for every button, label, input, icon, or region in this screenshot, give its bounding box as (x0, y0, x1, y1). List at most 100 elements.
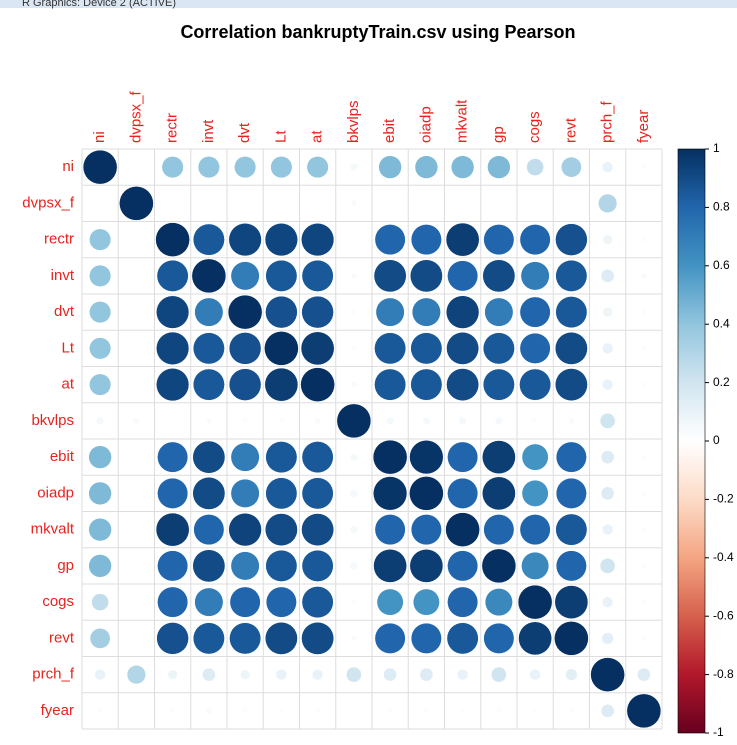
correlation-circle (243, 201, 248, 206)
correlation-circle (482, 332, 515, 365)
correlation-circle (568, 708, 575, 714)
correlation-circle (192, 223, 225, 256)
correlation-circle (450, 155, 475, 179)
column-label: at (309, 130, 326, 143)
column-label: revt (562, 117, 579, 143)
correlation-circle (372, 439, 408, 475)
correlation-circle (555, 513, 588, 546)
correlation-circle (314, 708, 321, 714)
correlation-circle (278, 418, 285, 424)
correlation-circle (373, 549, 407, 583)
row-label: mkvalt (31, 521, 75, 538)
correlation-circle (555, 441, 587, 473)
correlation-circle (419, 667, 434, 682)
correlation-circle (483, 622, 515, 654)
correlation-circle (97, 708, 103, 714)
correlation-circle (409, 476, 444, 511)
correlation-circle (568, 417, 575, 425)
correlation-circle (386, 416, 395, 425)
correlation-circle (410, 368, 443, 401)
correlation-circle (229, 586, 261, 618)
correlation-circle (484, 297, 514, 327)
correlation-circle (240, 669, 251, 680)
correlation-circle (484, 588, 513, 617)
correlation-circle (230, 478, 260, 508)
correlation-circle (265, 295, 298, 329)
column-label: invt (200, 119, 217, 143)
correlation-circle (156, 622, 189, 655)
correlation-circle (599, 413, 616, 429)
colorbar-tick-label: -0.2 (713, 492, 734, 506)
correlation-circle (422, 416, 431, 425)
correlation-circle (96, 416, 105, 425)
correlation-circle (315, 201, 320, 206)
window-title: R Graphics: Device 2 (ACTIVE) (22, 0, 176, 9)
correlation-circle (641, 418, 646, 423)
correlation-circle (481, 548, 517, 584)
correlation-circle (264, 223, 298, 257)
correlation-circle (482, 440, 516, 474)
correlation-circle (349, 453, 358, 462)
correlation-circle (351, 237, 356, 242)
correlation-circle (533, 201, 538, 206)
correlation-circle (300, 367, 335, 402)
correlation-circle (229, 622, 262, 655)
correlation-circle (89, 337, 112, 360)
correlation-circle (306, 156, 329, 179)
correlation-circle (446, 622, 479, 655)
row-label: ni (62, 158, 74, 175)
correlation-circle (601, 632, 614, 645)
correlation-circle (169, 708, 176, 714)
correlation-circle (446, 368, 480, 402)
correlation-circle (519, 368, 552, 401)
correlation-circle (601, 596, 614, 608)
correlation-circle (88, 445, 112, 469)
correlation-circle (192, 440, 226, 474)
correlation-circle (601, 161, 614, 173)
correlation-circle (374, 622, 406, 654)
correlation-circle (350, 272, 358, 280)
correlation-circle (265, 477, 298, 510)
correlation-circle (555, 223, 588, 256)
correlation-circle (134, 346, 139, 351)
correlation-circle (383, 667, 397, 682)
correlation-circle (228, 512, 262, 547)
window-titlebar (0, 0, 737, 8)
correlation-circle (376, 588, 404, 616)
correlation-circle (482, 259, 516, 293)
correlation-circle (561, 156, 582, 178)
correlation-circle (351, 309, 357, 315)
correlation-circle (641, 563, 647, 569)
correlation-circle (126, 665, 146, 685)
correlation-circle (641, 236, 647, 243)
correlation-circle (409, 440, 444, 475)
correlation-circle (519, 224, 551, 256)
correlation-circle (301, 586, 334, 619)
correlation-circle (641, 526, 647, 533)
row-label: oiadp (37, 484, 74, 501)
correlation-circle (554, 331, 588, 365)
correlation-circle (156, 368, 190, 402)
correlation-circle (167, 669, 178, 680)
correlation-circle (192, 622, 225, 655)
colorbar-tick-label: -0.8 (713, 667, 734, 681)
row-label: dvpsx_f (22, 194, 75, 211)
correlation-circle (88, 517, 112, 542)
colorbar-tick-label: 0.8 (713, 200, 730, 214)
colorbar-tick-label: 1 (713, 141, 720, 155)
correlation-circle (458, 416, 467, 425)
correlation-circle (197, 156, 220, 179)
correlation-circle (423, 708, 430, 714)
correlation-circle (518, 621, 552, 656)
correlation-circle (600, 704, 615, 718)
column-label: Lt (272, 130, 289, 143)
correlation-circle (529, 668, 541, 681)
column-label: bkvlps (345, 100, 362, 143)
correlation-circle (264, 367, 299, 402)
correlation-circle (600, 486, 615, 501)
correlation-circle (411, 297, 441, 327)
colorbar (677, 148, 706, 734)
correlation-circle (555, 296, 588, 329)
correlation-circle (134, 636, 139, 641)
correlation-circle (600, 269, 615, 283)
